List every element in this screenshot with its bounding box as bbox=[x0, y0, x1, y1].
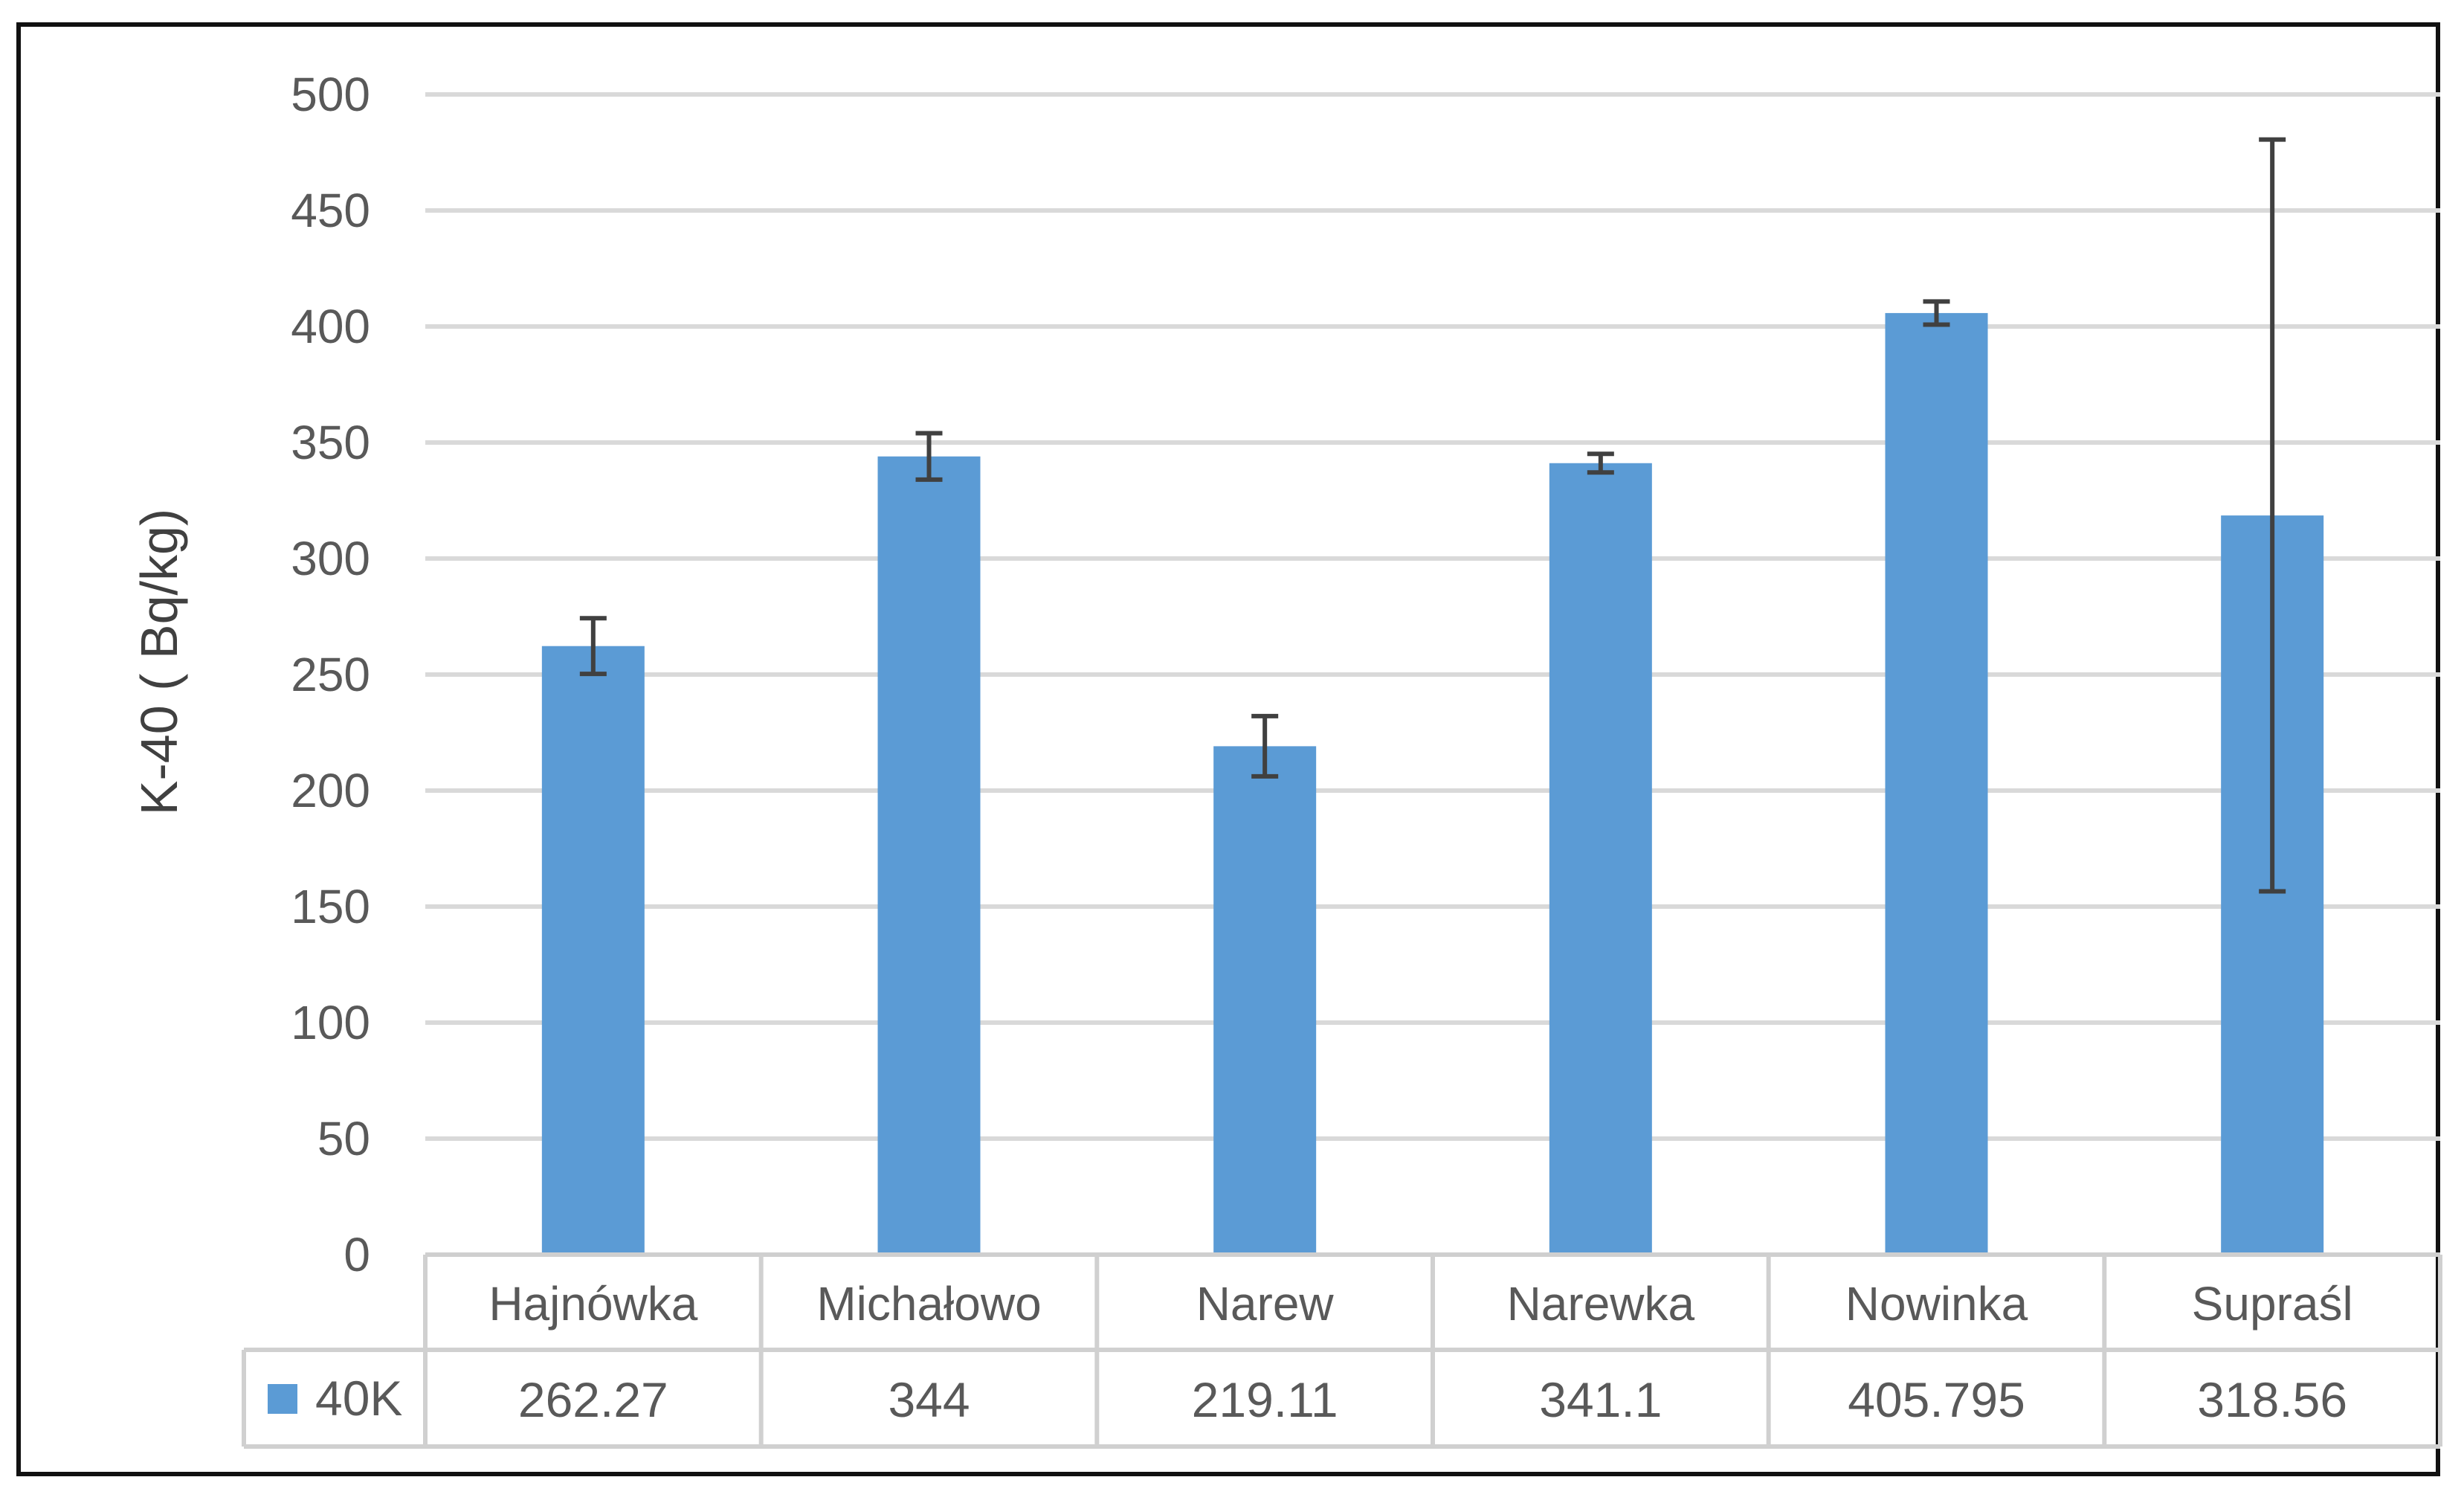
data-label: 341.1 bbox=[1539, 1372, 1662, 1427]
legend-label: 40K bbox=[315, 1371, 402, 1426]
error-bar bbox=[1251, 713, 1279, 779]
y-tick-label: 200 bbox=[291, 764, 370, 817]
y-tick-label: 400 bbox=[291, 300, 370, 353]
bar bbox=[1549, 463, 1652, 1255]
data-label: 318.56 bbox=[2197, 1372, 2347, 1427]
y-tick-labels: 0 50 100 150 200 250 300 350 400 450 500 bbox=[291, 68, 370, 1281]
error-bar bbox=[579, 616, 607, 677]
data-table: Hajnówka Michałowo Narew Narewka Nowinka Supr… bbox=[242, 1252, 2442, 1449]
y-tick-label: 300 bbox=[291, 532, 370, 585]
error-bar bbox=[2259, 137, 2286, 894]
error-bar bbox=[1587, 451, 1614, 475]
data-label: 405.795 bbox=[1848, 1372, 2025, 1427]
data-label: 344 bbox=[888, 1372, 970, 1427]
category-label: Hajnówka bbox=[488, 1277, 697, 1331]
y-tick-label: 150 bbox=[291, 880, 370, 933]
category-label: Michałowo bbox=[816, 1277, 1041, 1331]
legend-swatch bbox=[268, 1384, 297, 1414]
error-bar bbox=[1923, 299, 1950, 327]
category-label: Nowinka bbox=[1845, 1277, 2028, 1331]
gridlines bbox=[425, 92, 2440, 1141]
y-tick-label: 100 bbox=[291, 996, 370, 1049]
y-axis-label: K-40 ( Bq/kg) bbox=[130, 509, 188, 815]
y-tick-label: 50 bbox=[317, 1112, 370, 1165]
bars bbox=[541, 312, 2324, 1255]
category-label: Narewka bbox=[1507, 1277, 1695, 1331]
error-bars bbox=[579, 137, 2286, 894]
error-bar bbox=[915, 431, 943, 482]
category-label: Narew bbox=[1196, 1277, 1335, 1331]
y-tick-label: 0 bbox=[344, 1228, 370, 1281]
category-label: Supraśl bbox=[2192, 1277, 2353, 1331]
data-label: 262.27 bbox=[518, 1372, 668, 1427]
y-tick-label: 450 bbox=[291, 184, 370, 237]
y-tick-label: 350 bbox=[291, 416, 370, 469]
y-tick-label: 500 bbox=[291, 68, 370, 121]
bar bbox=[1213, 746, 1317, 1255]
bar bbox=[541, 646, 645, 1255]
bar bbox=[1885, 312, 1988, 1255]
y-tick-label: 250 bbox=[291, 648, 370, 701]
bar bbox=[877, 456, 981, 1255]
data-label: 219.11 bbox=[1192, 1372, 1338, 1427]
